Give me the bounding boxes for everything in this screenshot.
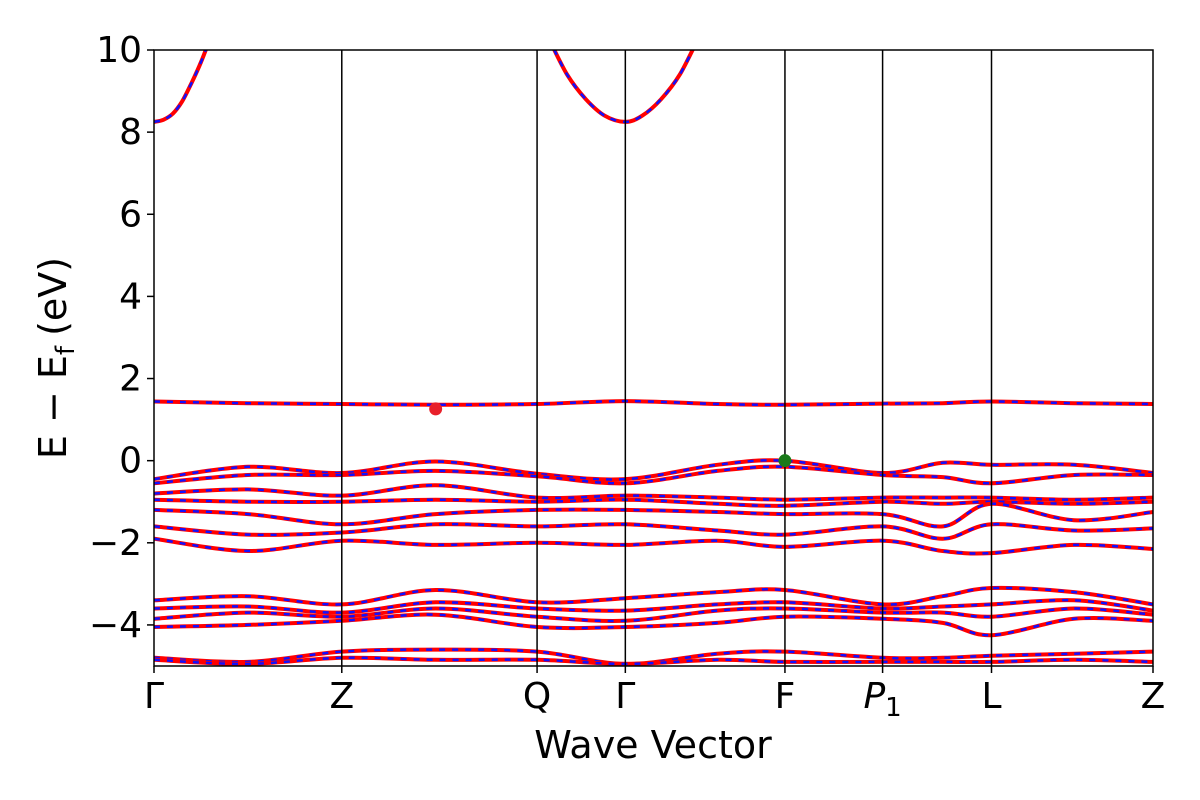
x-tick-label-5: P1 (863, 676, 901, 723)
x-tick-label-2: Q (523, 676, 551, 717)
y-tick-label: 8 (119, 112, 142, 153)
y-tick-label: 6 (119, 194, 142, 235)
band-dash-6 (154, 522, 1153, 540)
y-axis-label-main: E − E (31, 355, 75, 459)
y-tick-label: 4 (119, 276, 142, 317)
markers-layer (429, 402, 792, 468)
x-tick-label-1: Z (329, 676, 354, 717)
y-axis-label: E − Ef (eV) (31, 257, 81, 459)
marker-point-1 (778, 454, 792, 468)
x-axis-label: Wave Vector (534, 723, 772, 767)
kpoint-lines (341, 50, 993, 666)
marker-point-0 (429, 402, 443, 416)
y-axis: 10 8 6 4 2 0 −2 −4 (89, 30, 154, 646)
bands-layer (154, 50, 1153, 666)
y-axis-label-unit: (eV) (31, 257, 75, 336)
y-tick-label: 0 (119, 441, 142, 482)
x-axis: Γ Z Q Γ F P1 L Z (144, 666, 1165, 723)
x-tick-label-4: F (775, 676, 796, 717)
x-tick-label-3: Γ (615, 676, 635, 717)
y-axis-label-sub: f (51, 345, 81, 355)
plot-frame (153, 49, 1154, 667)
y-tick-label: 10 (96, 30, 142, 71)
y-tick-label: −2 (89, 523, 142, 564)
band-line-7 (154, 536, 1153, 556)
y-tick-label: −4 (89, 605, 142, 646)
band-line-6 (154, 522, 1153, 541)
x-tick-label-0: Γ (144, 676, 164, 717)
x-tick-label-7: Z (1141, 676, 1166, 717)
band-line-3 (154, 483, 1153, 502)
band-dash-14 (154, 50, 208, 124)
x-tick-label-6: L (981, 676, 1001, 717)
y-tick-label: 2 (119, 359, 142, 400)
